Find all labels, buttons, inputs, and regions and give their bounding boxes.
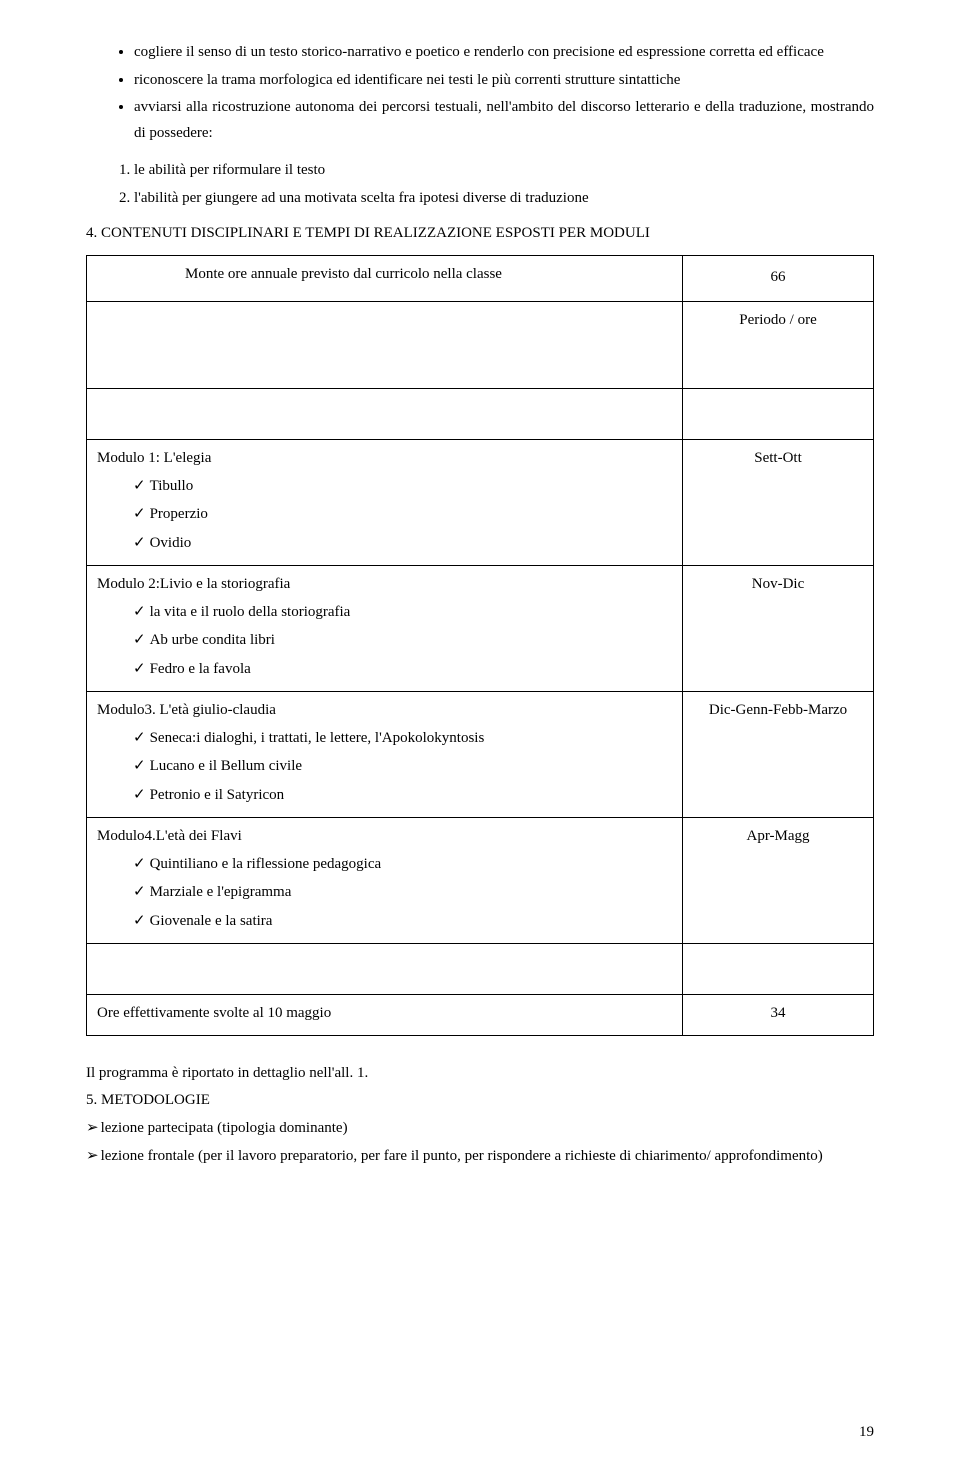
table-row-module: Modulo3. L'età giulio-claudia Seneca:i d… [87, 692, 874, 818]
bullet-item: riconoscere la trama morfologica ed iden… [134, 68, 874, 94]
empty-cell [683, 944, 874, 995]
module-period: Sett-Ott [683, 440, 874, 566]
bullet-list: cogliere il senso di un testo storico-na… [86, 40, 874, 146]
table-row: Ore effettivamente svolte al 10 maggio 3… [87, 995, 874, 1036]
arrow-item: lezione partecipata (tipologia dominante… [86, 1115, 874, 1143]
numbered-item: le abilità per riformulare il testo [134, 158, 874, 184]
document-page: cogliere il senso di un testo storico-na… [0, 0, 960, 1459]
bullet-item: avviarsi alla ricostruzione autonoma dei… [134, 95, 874, 146]
content-table: Monte ore annuale previsto dal curricolo… [86, 255, 874, 1036]
numbered-list: le abilità per riformulare il testo l'ab… [86, 158, 874, 211]
module-item: Seneca:i dialoghi, i trattati, le letter… [133, 724, 672, 753]
empty-cell [87, 944, 683, 995]
module-title: Modulo 2:Livio e la storiografia [97, 572, 672, 598]
table-row: Monte ore annuale previsto dal curricolo… [87, 255, 874, 302]
module-period: Dic-Genn-Febb-Marzo [683, 692, 874, 818]
monte-ore-value: 66 [683, 255, 874, 302]
module-period: Apr-Magg [683, 818, 874, 944]
module-title: Modulo4.L'età dei Flavi [97, 824, 672, 850]
module-item: Ovidio [133, 529, 672, 558]
ore-effettive-label: Ore effettivamente svolte al 10 maggio [87, 995, 683, 1036]
module-cell: Modulo3. L'età giulio-claudia Seneca:i d… [87, 692, 683, 818]
ore-effettive-value: 34 [683, 995, 874, 1036]
module-cell: Modulo4.L'età dei Flavi Quintiliano e la… [87, 818, 683, 944]
table-row: Periodo / ore [87, 302, 874, 389]
page-number: 19 [859, 1424, 874, 1441]
module-cell: Modulo 1: L'elegia Tibullo Properzio Ovi… [87, 440, 683, 566]
table-row-empty [87, 389, 874, 440]
table-row-module: Modulo 1: L'elegia Tibullo Properzio Ovi… [87, 440, 874, 566]
module-item: Fedro e la favola [133, 655, 672, 684]
arrow-item: lezione frontale (per il lavoro preparat… [86, 1143, 874, 1171]
module-item: Quintiliano e la riflessione pedagogica [133, 850, 672, 879]
module-item: la vita e il ruolo della storiografia [133, 598, 672, 627]
monte-ore-label: Monte ore annuale previsto dal curricolo… [185, 262, 672, 288]
footer-line: Il programma è riportato in dettaglio ne… [86, 1060, 874, 1088]
empty-cell [87, 389, 683, 440]
periodo-header: Periodo / ore [683, 302, 874, 389]
footer-block: Il programma è riportato in dettaglio ne… [86, 1060, 874, 1171]
table-row-empty [87, 944, 874, 995]
module-item: Tibullo [133, 472, 672, 501]
module-title: Modulo 1: L'elegia [97, 446, 672, 472]
bullet-item: cogliere il senso di un testo storico-na… [134, 40, 874, 66]
section-4-heading: 4. CONTENUTI DISCIPLINARI E TEMPI DI REA… [86, 221, 874, 247]
table-row-module: Modulo4.L'età dei Flavi Quintiliano e la… [87, 818, 874, 944]
module-item: Marziale e l'epigramma [133, 878, 672, 907]
module-title: Modulo3. L'età giulio-claudia [97, 698, 672, 724]
module-item: Petronio e il Satyricon [133, 781, 672, 810]
numbered-item: l'abilità per giungere ad una motivata s… [134, 186, 874, 212]
module-cell: Modulo 2:Livio e la storiografia la vita… [87, 566, 683, 692]
section-5-heading: 5. METODOLOGIE [86, 1087, 874, 1115]
module-item: Lucano e il Bellum civile [133, 752, 672, 781]
module-item: Properzio [133, 500, 672, 529]
module-item: Giovenale e la satira [133, 907, 672, 936]
empty-cell [683, 389, 874, 440]
monte-ore-cell: Monte ore annuale previsto dal curricolo… [87, 255, 683, 302]
empty-cell [87, 302, 683, 389]
module-item: Ab urbe condita libri [133, 626, 672, 655]
module-period: Nov-Dic [683, 566, 874, 692]
table-row-module: Modulo 2:Livio e la storiografia la vita… [87, 566, 874, 692]
